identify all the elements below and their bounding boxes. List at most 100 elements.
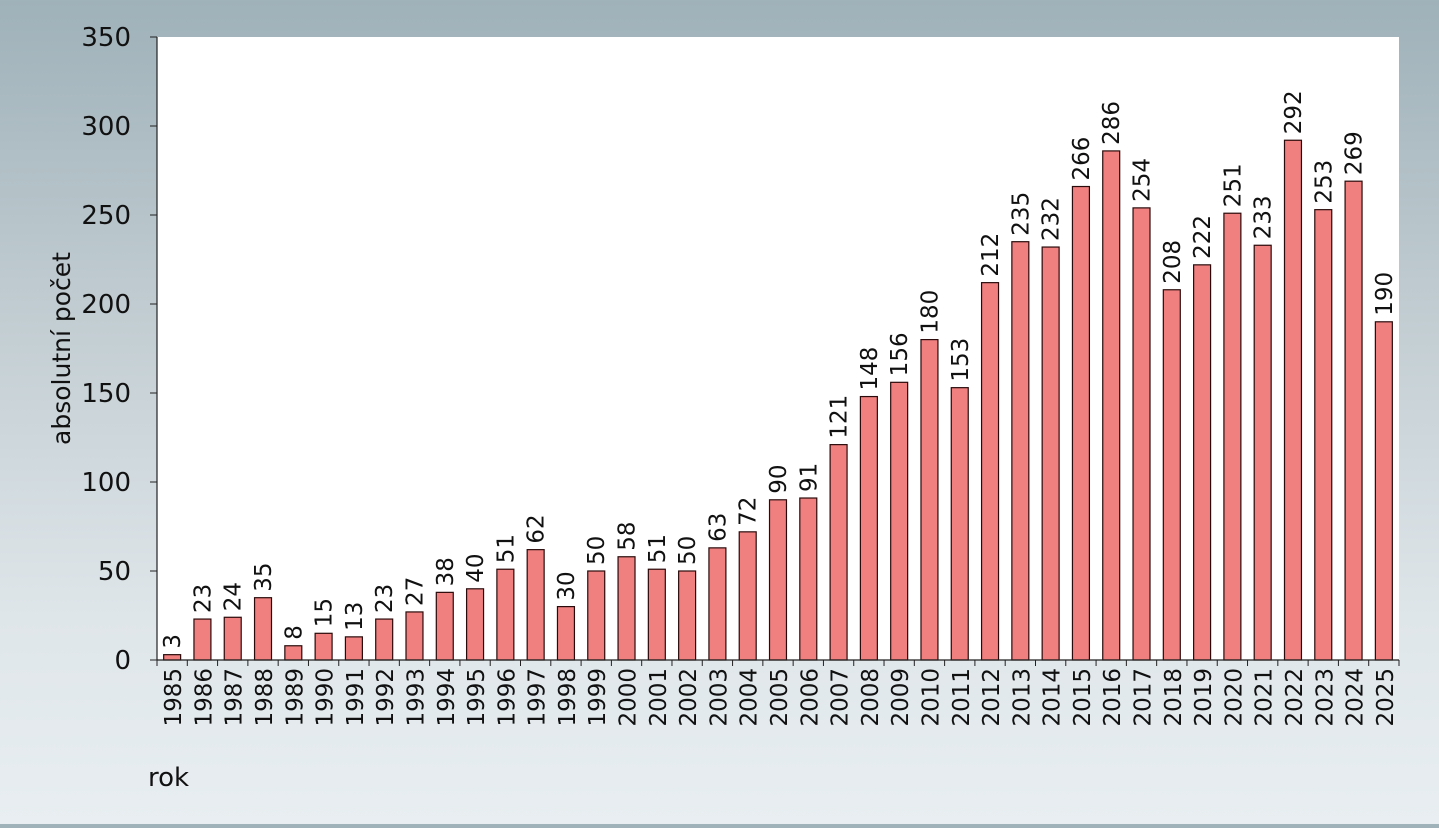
bar-2017 — [1132, 207, 1151, 661]
x-tick-label-2015: 2015 — [1070, 668, 1096, 727]
data-label-1999: 50 — [584, 536, 610, 565]
bar-1987 — [223, 616, 242, 661]
y-axis-label: absolutní počet — [47, 252, 76, 445]
x-ticks: 1985 1986 1987 1988 1989 1990 1991 1992 1993 1994… — [156, 660, 1400, 727]
data-label-2020: 251 — [1220, 163, 1246, 207]
x-tick-label-1990: 1990 — [313, 668, 339, 727]
x-tick-label-2009: 2009 — [888, 668, 914, 727]
x-tick-label-1996: 1996 — [494, 668, 520, 727]
data-label-1991: 13 — [342, 602, 368, 631]
x-tick-label-2017: 2017 — [1131, 668, 1157, 727]
x-tick-label-2013: 2013 — [1009, 668, 1035, 727]
bar-1985 — [163, 654, 182, 661]
data-label-1990: 15 — [312, 598, 338, 627]
bar-2020 — [1223, 212, 1242, 661]
x-tick-label-1987: 1987 — [222, 668, 248, 727]
x-tick-label-2002: 2002 — [676, 668, 702, 727]
x-tick-label-2016: 2016 — [1100, 668, 1126, 727]
bar-1989 — [284, 645, 303, 661]
y-ticks: 0 50 100 150 200 250 300 350 — [81, 23, 157, 676]
bar-1988 — [253, 597, 273, 661]
data-label-2005: 90 — [766, 465, 792, 494]
bar-2022 — [1283, 139, 1303, 661]
x-tick-label-1994: 1994 — [434, 668, 460, 727]
x-tick-label-2003: 2003 — [706, 668, 732, 727]
data-label-2006: 91 — [796, 463, 822, 492]
bar-1999 — [587, 570, 606, 661]
x-tick-label-2000: 2000 — [616, 668, 642, 727]
data-label-2022: 292 — [1281, 90, 1307, 134]
data-label-2012: 212 — [978, 233, 1004, 277]
bar-2010 — [920, 339, 939, 661]
bar-2018 — [1162, 289, 1181, 661]
data-label-2015: 266 — [1069, 137, 1095, 181]
data-label-2008: 148 — [857, 347, 883, 391]
data-label-2021: 233 — [1251, 195, 1277, 239]
y-tick-label-250: 250 — [81, 201, 131, 231]
y-tick-label-350: 350 — [81, 23, 131, 53]
bar-1995 — [465, 588, 485, 661]
x-tick-label-2004: 2004 — [737, 668, 763, 727]
data-label-2018: 208 — [1160, 240, 1186, 284]
bar-2009 — [890, 381, 909, 661]
bar-1994 — [435, 591, 454, 661]
bar-1993 — [405, 611, 424, 661]
data-label-2003: 63 — [705, 513, 731, 542]
bar-2005 — [768, 499, 788, 661]
x-tick-label-1989: 1989 — [282, 668, 308, 727]
bar-2001 — [647, 568, 666, 661]
x-tick-label-2008: 2008 — [858, 668, 884, 727]
x-tick-label-1986: 1986 — [191, 668, 217, 727]
x-tick-label-1993: 1993 — [403, 668, 429, 727]
x-tick-label-2007: 2007 — [828, 668, 854, 727]
x-tick-label-2024: 2024 — [1343, 668, 1369, 727]
data-label-2000: 58 — [615, 521, 641, 550]
data-label-1998: 30 — [554, 571, 580, 600]
data-label-2017: 254 — [1130, 158, 1156, 202]
bar-2013 — [1011, 241, 1030, 661]
x-axis-label: rok — [148, 763, 189, 793]
y-tick-label-300: 300 — [81, 112, 131, 142]
data-label-2019: 222 — [1190, 215, 1216, 259]
bar-1992 — [375, 618, 394, 661]
bar-2008 — [859, 395, 878, 661]
data-label-2011: 153 — [948, 338, 974, 382]
bar-2023 — [1314, 209, 1333, 661]
bar-2003 — [708, 547, 727, 661]
data-label-1995: 40 — [463, 554, 489, 583]
x-tick-label-1995: 1995 — [464, 668, 490, 727]
data-label-1985: 3 — [160, 634, 186, 649]
x-tick-label-1991: 1991 — [343, 668, 369, 727]
x-tick-label-2023: 2023 — [1312, 668, 1338, 727]
data-label-1997: 62 — [524, 514, 550, 543]
x-tick-label-2011: 2011 — [949, 668, 975, 727]
bar-2015 — [1071, 185, 1091, 661]
bar-2007 — [829, 444, 848, 661]
bar-2021 — [1253, 244, 1272, 661]
x-tick-label-2019: 2019 — [1191, 668, 1217, 727]
data-label-1988: 35 — [251, 562, 277, 591]
x-tick-label-2012: 2012 — [979, 668, 1005, 727]
data-label-1993: 27 — [402, 577, 428, 606]
data-label-1992: 23 — [372, 584, 398, 613]
data-label-1986: 23 — [190, 584, 216, 613]
bar-2004 — [738, 531, 757, 661]
data-label-2013: 235 — [1008, 192, 1034, 236]
x-tick-label-1997: 1997 — [525, 668, 551, 727]
x-tick-label-2006: 2006 — [797, 668, 823, 727]
data-label-1989: 8 — [281, 625, 307, 640]
x-tick-label-1992: 1992 — [373, 668, 399, 727]
bar-2011 — [950, 387, 969, 661]
x-tick-label-2001: 2001 — [646, 668, 672, 727]
data-label-1994: 38 — [433, 557, 459, 586]
data-label-2010: 180 — [917, 290, 943, 334]
data-label-2014: 232 — [1039, 197, 1065, 241]
bar-1996 — [496, 568, 515, 661]
data-label-2024: 269 — [1342, 131, 1368, 175]
x-tick-label-2022: 2022 — [1282, 668, 1308, 727]
bar-1986 — [193, 618, 212, 661]
x-tick-label-2014: 2014 — [1040, 668, 1066, 727]
bar-2000 — [617, 556, 636, 661]
